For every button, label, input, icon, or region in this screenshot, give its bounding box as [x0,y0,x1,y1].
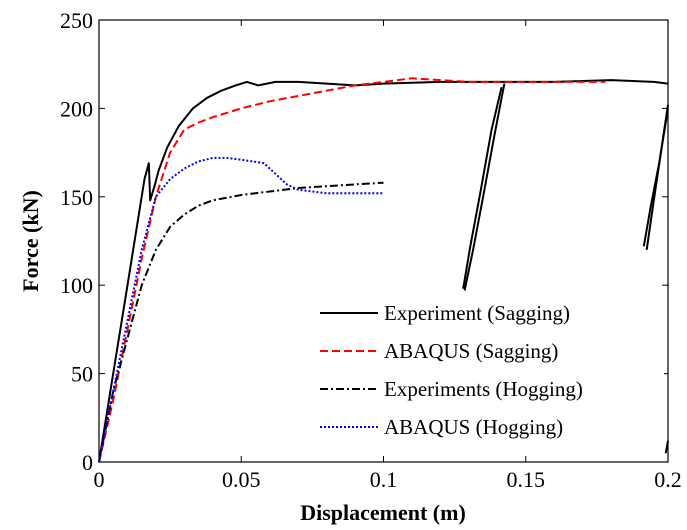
y-tick-label: 150 [60,185,93,210]
legend-box [310,292,664,447]
y-tick-label: 200 [60,96,93,121]
x-axis-title: Displacement (m) [300,500,466,525]
series-line-experiment-sagging [463,83,506,291]
axis-ticks: 0 0.05 0.1 0.15 0.2 0 50 100 150 200 250 [60,8,682,492]
y-tick-label: 250 [60,8,93,33]
series-line-experiment-sagging [645,108,669,250]
legend-label: ABAQUS (Hogging) [384,415,563,439]
x-tick-label: 0.1 [370,467,398,492]
y-axis-title: Force (kN) [18,190,43,292]
x-tick-label: 0 [94,467,105,492]
x-tick-label: 0.2 [654,467,682,492]
legend: Experiment (Sagging) ABAQUS (Sagging) Expe… [310,292,664,447]
series-line-experiments-hogging [98,181,384,463]
series-layer [98,77,669,463]
y-tick-label: 100 [60,273,93,298]
legend-label: Experiments (Hogging) [384,377,583,401]
series-line-experiment-sagging [664,440,669,454]
y-tick-label: 0 [82,450,93,475]
legend-label: Experiment (Sagging) [384,301,570,325]
series-line-experiment-sagging [462,86,503,289]
series-line-abaqus-hogging [98,156,384,463]
y-tick-label: 50 [71,362,93,387]
x-tick-label: 0.05 [222,467,261,492]
x-tick-label: 0.15 [507,467,546,492]
legend-label: ABAQUS (Sagging) [384,339,558,363]
series-line-abaqus-sagging [98,77,606,463]
